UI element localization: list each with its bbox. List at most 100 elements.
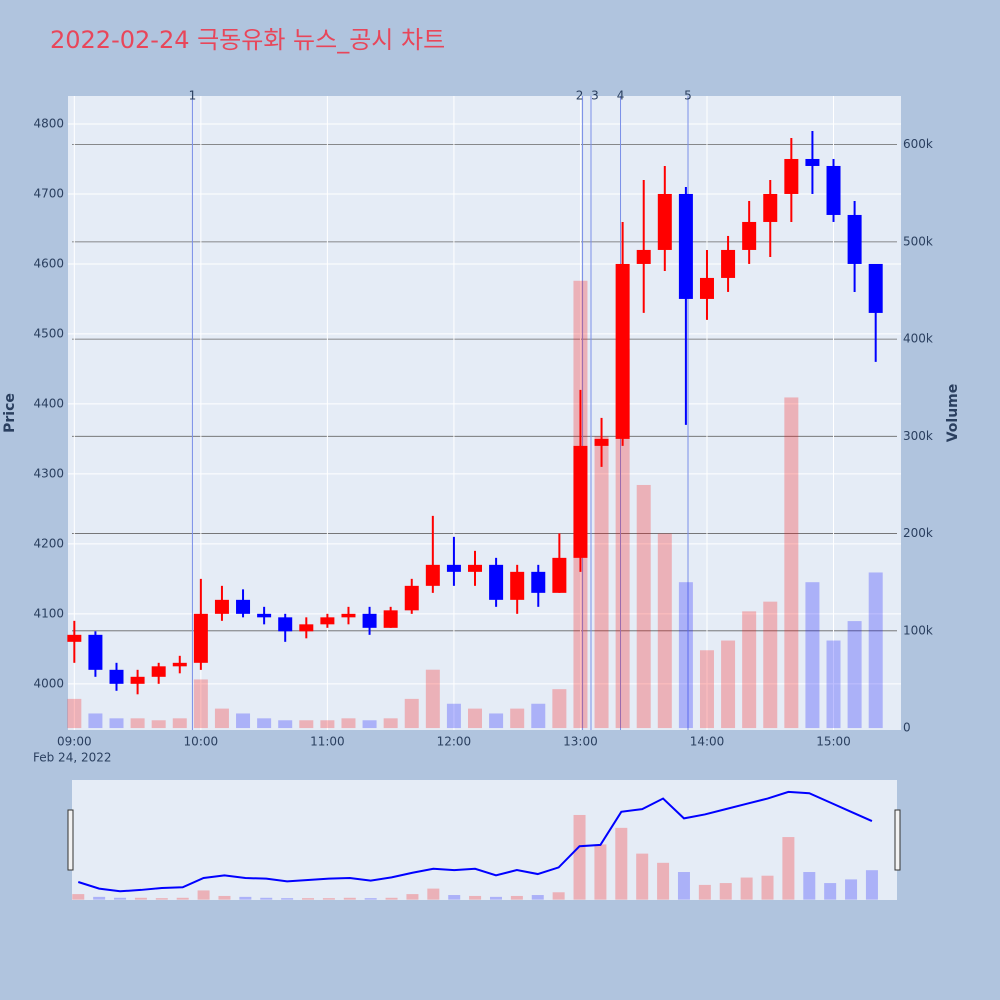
x-tick-label: 13:00 bbox=[563, 735, 598, 749]
volume-bar bbox=[278, 720, 293, 729]
slider-volume-bar bbox=[72, 894, 85, 900]
y-tick-label: 4500 bbox=[33, 326, 64, 340]
candle-body bbox=[678, 193, 693, 299]
x-tick-label: 11:00 bbox=[310, 735, 345, 749]
x-tick-label: 12:00 bbox=[437, 735, 472, 749]
candle-body bbox=[362, 613, 377, 628]
volume-bar bbox=[636, 484, 651, 729]
slider-volume-bar bbox=[406, 894, 419, 900]
volume-bar bbox=[236, 713, 251, 729]
candle-body bbox=[784, 158, 799, 194]
slider-volume-bar bbox=[197, 890, 210, 900]
candle-body bbox=[425, 564, 440, 586]
y-tick-label: 4600 bbox=[33, 256, 64, 270]
slider-volume-bar bbox=[176, 897, 189, 900]
slider-volume-bar bbox=[322, 898, 335, 900]
candle-body bbox=[868, 263, 883, 313]
slider-volume-bar bbox=[698, 884, 711, 900]
slider-volume-bar bbox=[824, 883, 837, 900]
slider-volume-bar bbox=[385, 897, 398, 900]
volume-bar bbox=[446, 703, 461, 729]
slider-volume-bar bbox=[155, 898, 168, 900]
candle-body bbox=[278, 617, 293, 632]
candle-body bbox=[657, 193, 672, 250]
candle-body bbox=[172, 662, 187, 667]
candle-body bbox=[552, 557, 567, 593]
volume-bar bbox=[826, 640, 841, 729]
slider-volume-bar bbox=[615, 827, 628, 900]
slider-volume-bar bbox=[677, 872, 690, 900]
slider-volume-bar bbox=[865, 870, 878, 900]
news-marker-label: 2 bbox=[576, 89, 584, 103]
news-marker-label: 4 bbox=[617, 89, 625, 103]
volume-bar bbox=[615, 348, 630, 729]
volume-bar bbox=[784, 397, 799, 729]
slider-volume-bar bbox=[93, 896, 106, 900]
volume-bar bbox=[299, 720, 314, 729]
candle-body bbox=[531, 571, 546, 593]
volume-bar bbox=[805, 582, 820, 729]
candle-body bbox=[299, 624, 314, 632]
candle-body bbox=[468, 564, 483, 572]
volume-bar bbox=[151, 720, 166, 729]
slider-volume-bar bbox=[552, 892, 565, 900]
volume-bar bbox=[130, 718, 145, 729]
candle-body bbox=[130, 676, 145, 684]
volume-bar bbox=[468, 708, 483, 729]
volume-bar bbox=[214, 708, 229, 729]
y-tick-label: 4400 bbox=[33, 396, 64, 410]
candle-body bbox=[236, 599, 251, 614]
y-tick-label: 4300 bbox=[33, 466, 64, 480]
candle-body bbox=[383, 610, 398, 628]
slider-volume-bar bbox=[510, 895, 523, 900]
slider-volume-bar bbox=[489, 896, 502, 900]
y-tick-label: 4100 bbox=[33, 606, 64, 620]
y2-tick-label: 400k bbox=[903, 332, 933, 346]
slider-handle[interactable] bbox=[67, 809, 74, 871]
volume-bar bbox=[383, 718, 398, 729]
volume-bar bbox=[594, 436, 609, 729]
slider-volume-bar bbox=[636, 853, 649, 900]
y2-tick-label: 200k bbox=[903, 526, 933, 540]
candle-body bbox=[320, 617, 335, 625]
slider-volume-bar bbox=[302, 898, 315, 900]
slider-volume-bar bbox=[114, 897, 127, 900]
volume-bar bbox=[657, 533, 672, 729]
slider-handle[interactable] bbox=[894, 809, 901, 871]
volume-bar bbox=[742, 611, 757, 729]
slider-volume-bar bbox=[782, 837, 795, 900]
candle-body bbox=[742, 221, 757, 250]
candle-body bbox=[151, 666, 166, 677]
slider-volume-bar bbox=[719, 883, 732, 900]
slider-close-line bbox=[77, 790, 873, 893]
volume-bar bbox=[67, 698, 82, 729]
candle-body bbox=[341, 613, 356, 618]
slider-volume-bar bbox=[531, 895, 544, 900]
x-tick-label: 15:00 bbox=[816, 735, 851, 749]
candle-body bbox=[193, 613, 208, 663]
y2-tick-label: 600k bbox=[903, 137, 933, 151]
candle-body bbox=[510, 571, 525, 600]
volume-bar bbox=[531, 703, 546, 729]
y2-tick-label: 500k bbox=[903, 234, 933, 248]
y-tick-label: 4000 bbox=[33, 676, 64, 690]
x-tick-label: 10:00 bbox=[184, 735, 219, 749]
candle-body bbox=[594, 438, 609, 446]
volume-bar bbox=[320, 720, 335, 729]
candle-body bbox=[573, 445, 588, 558]
candle-body bbox=[615, 263, 630, 439]
volume-bar bbox=[404, 698, 419, 729]
candle-body bbox=[214, 599, 229, 614]
candle-body bbox=[67, 634, 82, 642]
slider-volume-bar bbox=[448, 895, 461, 900]
slider-volume-bar bbox=[343, 897, 356, 900]
slider-volume-bar bbox=[427, 888, 440, 900]
slider-volume-bar bbox=[218, 895, 231, 900]
volume-bar bbox=[88, 713, 103, 729]
slider-volume-bar bbox=[803, 872, 816, 900]
candle-body bbox=[699, 277, 714, 299]
y2-tick-label: 300k bbox=[903, 429, 933, 443]
candle-body bbox=[847, 214, 862, 264]
slider-volume-bar bbox=[740, 877, 753, 900]
